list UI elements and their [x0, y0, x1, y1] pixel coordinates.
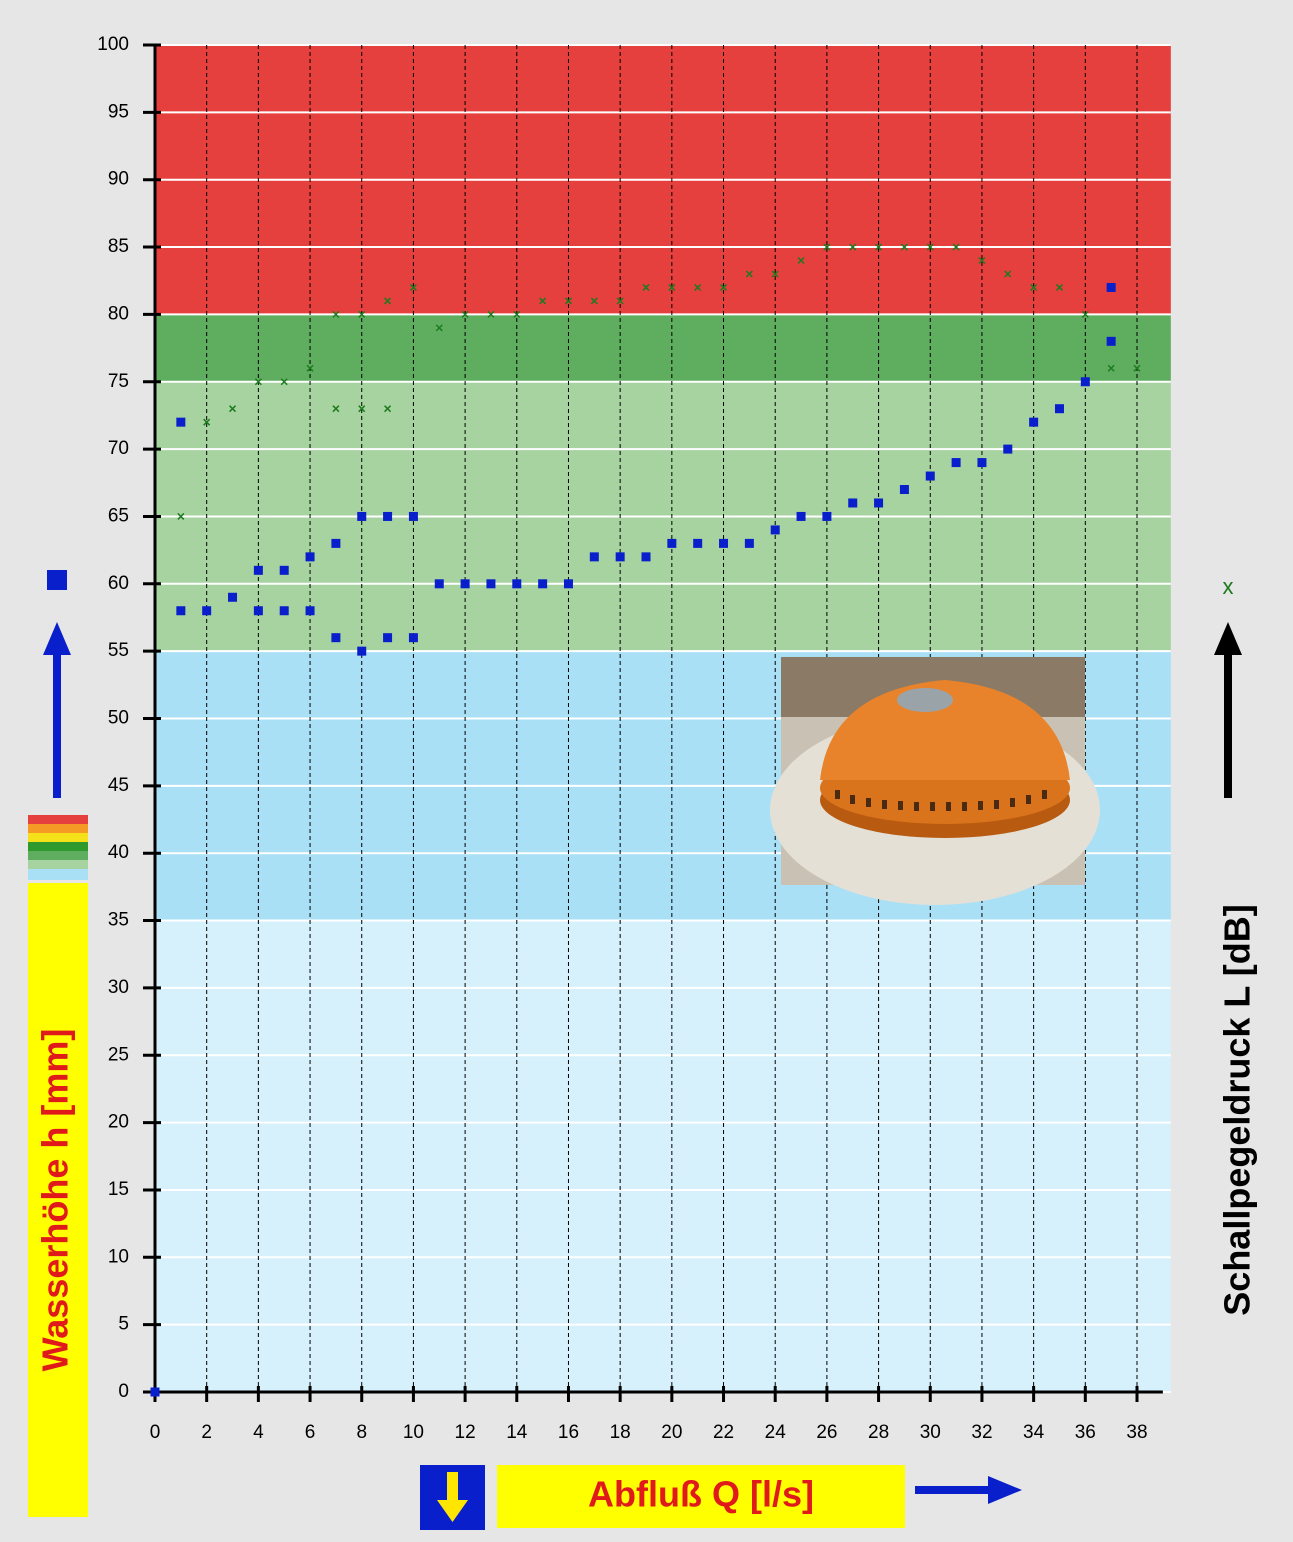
point: [357, 512, 366, 521]
y-tick-label: 55: [108, 640, 129, 661]
x-tick-label: 20: [661, 1422, 682, 1443]
point: [667, 539, 676, 548]
legend-marker-square: [47, 570, 67, 590]
point: [409, 633, 418, 642]
y-tick-label: 35: [108, 910, 129, 931]
point: [822, 512, 831, 521]
point: [383, 512, 392, 521]
y-tick-label: 10: [108, 1246, 129, 1267]
point: [176, 418, 185, 427]
point: [306, 552, 315, 561]
point: [409, 512, 418, 521]
y-tick-label: 50: [108, 708, 129, 729]
point: [280, 606, 289, 615]
y-axis-label: Wasserhöhe h [mm]: [35, 1029, 76, 1372]
zone: [155, 921, 1171, 1392]
y-tick-label: 45: [108, 775, 129, 796]
y-tick-label: 40: [108, 842, 129, 863]
point: [202, 606, 211, 615]
x-tick-label: 34: [1023, 1422, 1045, 1443]
point: [745, 539, 754, 548]
point: [642, 552, 651, 561]
x-tick-label: 22: [713, 1422, 734, 1443]
point: [719, 539, 728, 548]
point: [331, 539, 340, 548]
point: [590, 552, 599, 561]
zone: [155, 314, 1171, 381]
x-tick-label: 28: [868, 1422, 889, 1443]
x-tick-label: 14: [506, 1422, 528, 1443]
x-tick-label: 26: [816, 1422, 837, 1443]
x-tick-label: 2: [201, 1422, 212, 1443]
x-tick-label: 0: [150, 1422, 161, 1443]
point: [848, 498, 857, 507]
color-strip: [28, 815, 88, 880]
point: [977, 458, 986, 467]
x-tick-label: 4: [253, 1422, 264, 1443]
y-tick-label: 80: [108, 303, 129, 324]
x-axis-label: Abfluß Q [l/s]: [588, 1474, 814, 1515]
point: [538, 579, 547, 588]
point: [900, 485, 909, 494]
y-tick-label: 65: [108, 505, 129, 526]
point: [1107, 283, 1116, 292]
point: [435, 579, 444, 588]
point: [151, 1388, 160, 1397]
point: [797, 512, 806, 521]
point: [383, 633, 392, 642]
chart: 0510152025303540455055606570758085909510…: [0, 0, 1293, 1537]
y-tick-label: 90: [108, 169, 129, 190]
point: [486, 579, 495, 588]
point: [952, 458, 961, 467]
x-tick-label: 18: [610, 1422, 631, 1443]
point: [228, 593, 237, 602]
point: [280, 566, 289, 575]
y-tick-label: 25: [108, 1044, 129, 1065]
point: [512, 579, 521, 588]
point: [1029, 418, 1038, 427]
y-tick-label: 75: [108, 371, 129, 392]
point: [461, 579, 470, 588]
y-tick-label: 15: [108, 1179, 129, 1200]
y-tick-label: 95: [108, 101, 129, 122]
x-tick-label: 38: [1126, 1422, 1147, 1443]
point: [1003, 445, 1012, 454]
point: [564, 579, 573, 588]
point: [1055, 404, 1064, 413]
y-tick-label: 0: [118, 1381, 129, 1402]
x-tick-label: 36: [1075, 1422, 1096, 1443]
x-tick-label: 16: [558, 1422, 579, 1443]
x-tick-label: 8: [356, 1422, 367, 1443]
point: [926, 472, 935, 481]
point: [1107, 337, 1116, 346]
point: [874, 498, 883, 507]
x-tick-label: 6: [305, 1422, 316, 1443]
point: [306, 606, 315, 615]
point: [254, 606, 263, 615]
y-tick-label: 30: [108, 977, 129, 998]
y2-axis-label: Schallpegeldruck L [dB]: [1217, 904, 1258, 1315]
y-tick-label: 100: [97, 34, 129, 55]
y-tick-label: 60: [108, 573, 129, 594]
point: [357, 647, 366, 656]
point: [616, 552, 625, 561]
legend-marker-x: x: [1223, 574, 1234, 599]
y-tick-label: 70: [108, 438, 129, 459]
x-tick-label: 30: [920, 1422, 941, 1443]
photo: [770, 657, 1100, 905]
x-tick-label: 10: [403, 1422, 424, 1443]
point: [176, 606, 185, 615]
point: [331, 633, 340, 642]
point: [1081, 377, 1090, 386]
point: [254, 566, 263, 575]
y-tick-label: 20: [108, 1112, 129, 1133]
x-tick-label: 24: [765, 1422, 787, 1443]
x-tick-label: 32: [971, 1422, 992, 1443]
point: [693, 539, 702, 548]
point: [771, 525, 780, 534]
y-tick-label: 85: [108, 236, 129, 257]
x-tick-label: 12: [455, 1422, 476, 1443]
y-tick-label: 5: [118, 1314, 129, 1335]
